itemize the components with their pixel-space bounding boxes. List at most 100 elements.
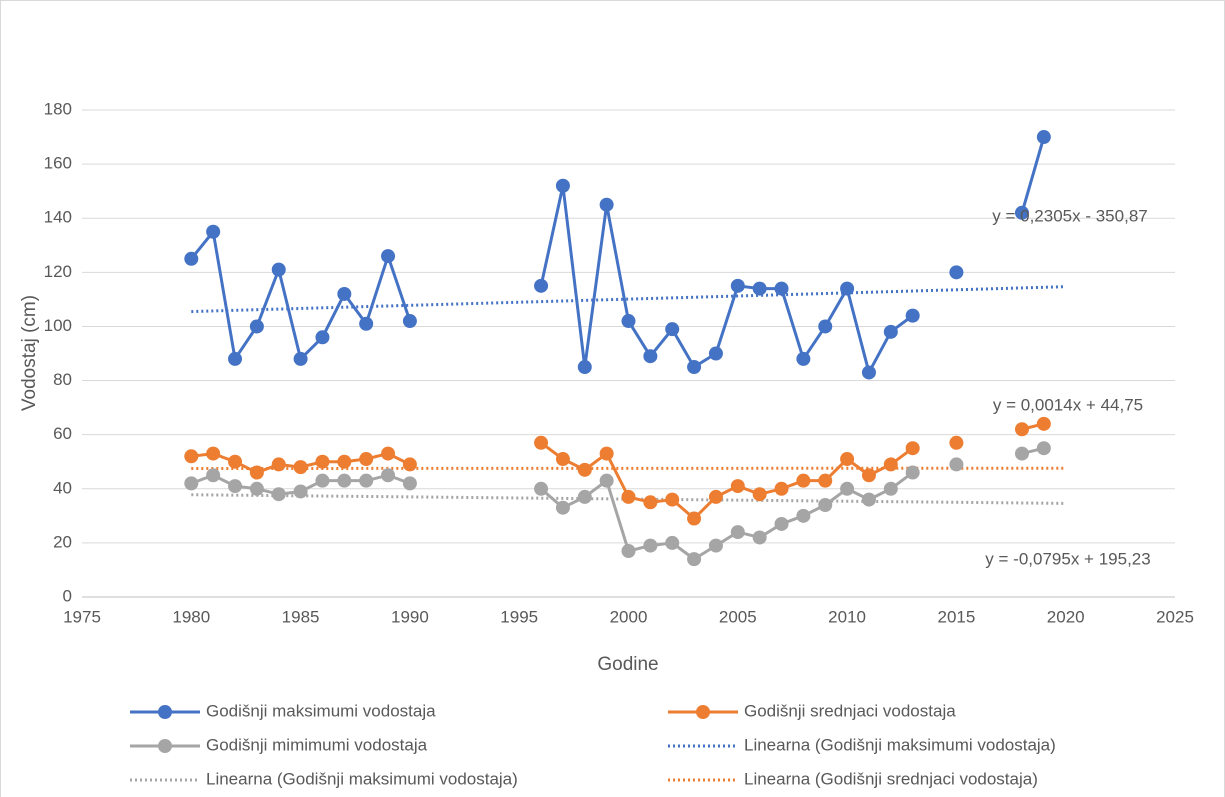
marker [1014,446,1029,461]
marker [293,460,308,475]
marker [293,484,308,499]
marker [730,278,745,293]
y-tick-label: 160 [44,154,72,173]
x-tick-label: 2000 [610,607,648,626]
marker [402,476,417,491]
marker [555,178,570,193]
marker [249,481,264,496]
marker [708,346,723,361]
x-tick-label: 1995 [500,607,538,626]
legend-marker [696,705,710,719]
marker [271,262,286,277]
marker [359,452,374,467]
marker [315,473,330,488]
marker [905,308,920,323]
marker [402,457,417,472]
marker [818,473,833,488]
marker [402,314,417,329]
legend-marker [158,705,172,719]
y-tick-label: 60 [53,424,72,443]
marker [861,492,876,507]
marker [337,454,352,469]
y-tick-label: 20 [53,532,72,551]
marker [534,435,549,450]
marker [643,495,658,510]
marker [818,498,833,513]
legend-label: Godišnji maksimumi vodostaja [206,701,436,720]
y-tick-label: 120 [44,262,72,281]
marker [293,351,308,366]
x-tick-label: 2015 [937,607,975,626]
marker [708,489,723,504]
y-tick-label: 180 [44,99,72,118]
marker [599,473,614,488]
marker [577,462,592,477]
marker [949,435,964,450]
trendline-equation: y = 0,2305x - 350,87 [992,206,1147,225]
x-tick-label: 1975 [63,607,101,626]
marker [861,468,876,483]
marker [905,465,920,480]
y-tick-label: 140 [44,208,72,227]
marker [840,452,855,467]
marker [883,324,898,339]
marker [249,465,264,480]
marker [206,224,221,239]
marker [1036,130,1051,145]
marker [249,319,264,334]
trendline-equation: y = 0,0014x + 44,75 [993,395,1143,414]
y-axis-title: Vodostaj (cm) [19,295,40,411]
marker [949,265,964,280]
marker [271,487,286,502]
legend-label: Godišnji srednjaci vodostaja [744,701,956,720]
trendline-equation: y = -0,0795x + 195,23 [985,549,1150,568]
marker [665,322,680,337]
marker [206,446,221,461]
marker [687,511,702,526]
marker [1036,416,1051,431]
x-axis-title: Godine [597,654,658,675]
marker [665,492,680,507]
marker [949,457,964,472]
marker [774,481,789,496]
marker [381,468,396,483]
marker [534,278,549,293]
marker [381,446,396,461]
marker [184,449,199,464]
x-tick-label: 1985 [282,607,320,626]
marker [577,489,592,504]
marker [1014,205,1029,220]
marker [555,500,570,515]
marker [643,538,658,553]
marker [534,481,549,496]
marker [1036,441,1051,456]
marker [228,351,243,366]
legend-label: Linearna (Godišnji srednjaci vodostaja) [744,769,1038,788]
marker [381,249,396,264]
y-tick-label: 80 [53,370,72,389]
y-tick-label: 40 [53,478,72,497]
marker [752,530,767,545]
x-tick-label: 1980 [172,607,210,626]
marker [621,314,636,329]
legend-label: Godišnji mimimumi vodostaja [206,735,428,754]
x-tick-label: 1990 [391,607,429,626]
marker [840,481,855,496]
marker [555,452,570,467]
marker [599,446,614,461]
marker [883,457,898,472]
marker [621,489,636,504]
marker [184,251,199,266]
marker [730,479,745,494]
marker [1014,422,1029,437]
marker [687,360,702,375]
marker [752,487,767,502]
marker [621,544,636,559]
x-tick-label: 2005 [719,607,757,626]
marker [206,468,221,483]
legend-marker [158,739,172,753]
marker [315,454,330,469]
marker [643,349,658,364]
